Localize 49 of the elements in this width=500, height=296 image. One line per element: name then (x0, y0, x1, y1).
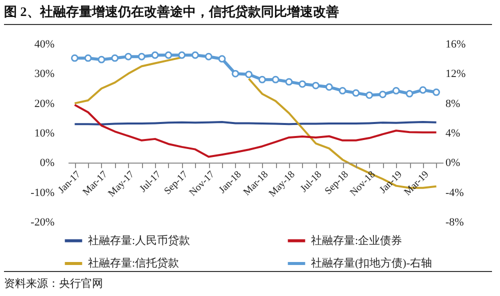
y2-tick-label: -4% (446, 186, 464, 199)
point (272, 76, 280, 84)
text: 资料来源：央行官网 (4, 271, 492, 291)
legend-label: 社融存量:人民币贷款 (88, 234, 190, 247)
y2-tick-label: 0% (446, 157, 460, 170)
point (111, 54, 119, 62)
y2-tick-label: -8% (446, 216, 464, 228)
point (245, 70, 253, 78)
point (232, 70, 240, 78)
point (98, 56, 106, 64)
point (366, 91, 374, 99)
y-tick-label: 40% (34, 38, 54, 50)
line-series (74, 104, 438, 158)
legend-label: 社融存量:企业债券 (311, 234, 402, 247)
point (70, 54, 78, 62)
point (379, 90, 386, 98)
point (84, 54, 92, 62)
point (298, 80, 306, 88)
y2-tick-label: 4% (446, 128, 460, 140)
point (432, 88, 440, 96)
point (204, 52, 212, 60)
point (406, 90, 414, 98)
point (258, 76, 266, 84)
legend-label: 社融存量(扣地方债)-右轴 (311, 256, 432, 270)
chart-title: 图 2、社融存量增速仍在改善途中，信托贷款同比增速改善 (4, 3, 492, 25)
point (218, 55, 226, 63)
point (392, 87, 400, 94)
point (285, 78, 293, 86)
point (312, 82, 320, 90)
y2-tick-label: 8% (446, 98, 460, 110)
point (338, 87, 346, 94)
point (138, 52, 146, 60)
y-tick-label: -10% (30, 186, 54, 199)
y2-tick-label: 16% (446, 38, 466, 50)
y-tick-label: 10% (34, 128, 54, 140)
y2-tick-label: 12% (446, 68, 466, 80)
point (352, 89, 360, 97)
point (325, 83, 333, 91)
y-tick-label: 0% (40, 157, 54, 170)
point (151, 51, 159, 59)
y-tick-label: 20% (34, 98, 54, 110)
point (164, 51, 172, 59)
point (192, 51, 199, 59)
y-tick-label: -20% (30, 216, 54, 228)
point (124, 52, 132, 60)
legend-label: 社融存量:信托贷款 (88, 256, 180, 270)
y-tick-label: 30% (34, 68, 54, 80)
point (419, 86, 427, 94)
point (178, 51, 186, 59)
